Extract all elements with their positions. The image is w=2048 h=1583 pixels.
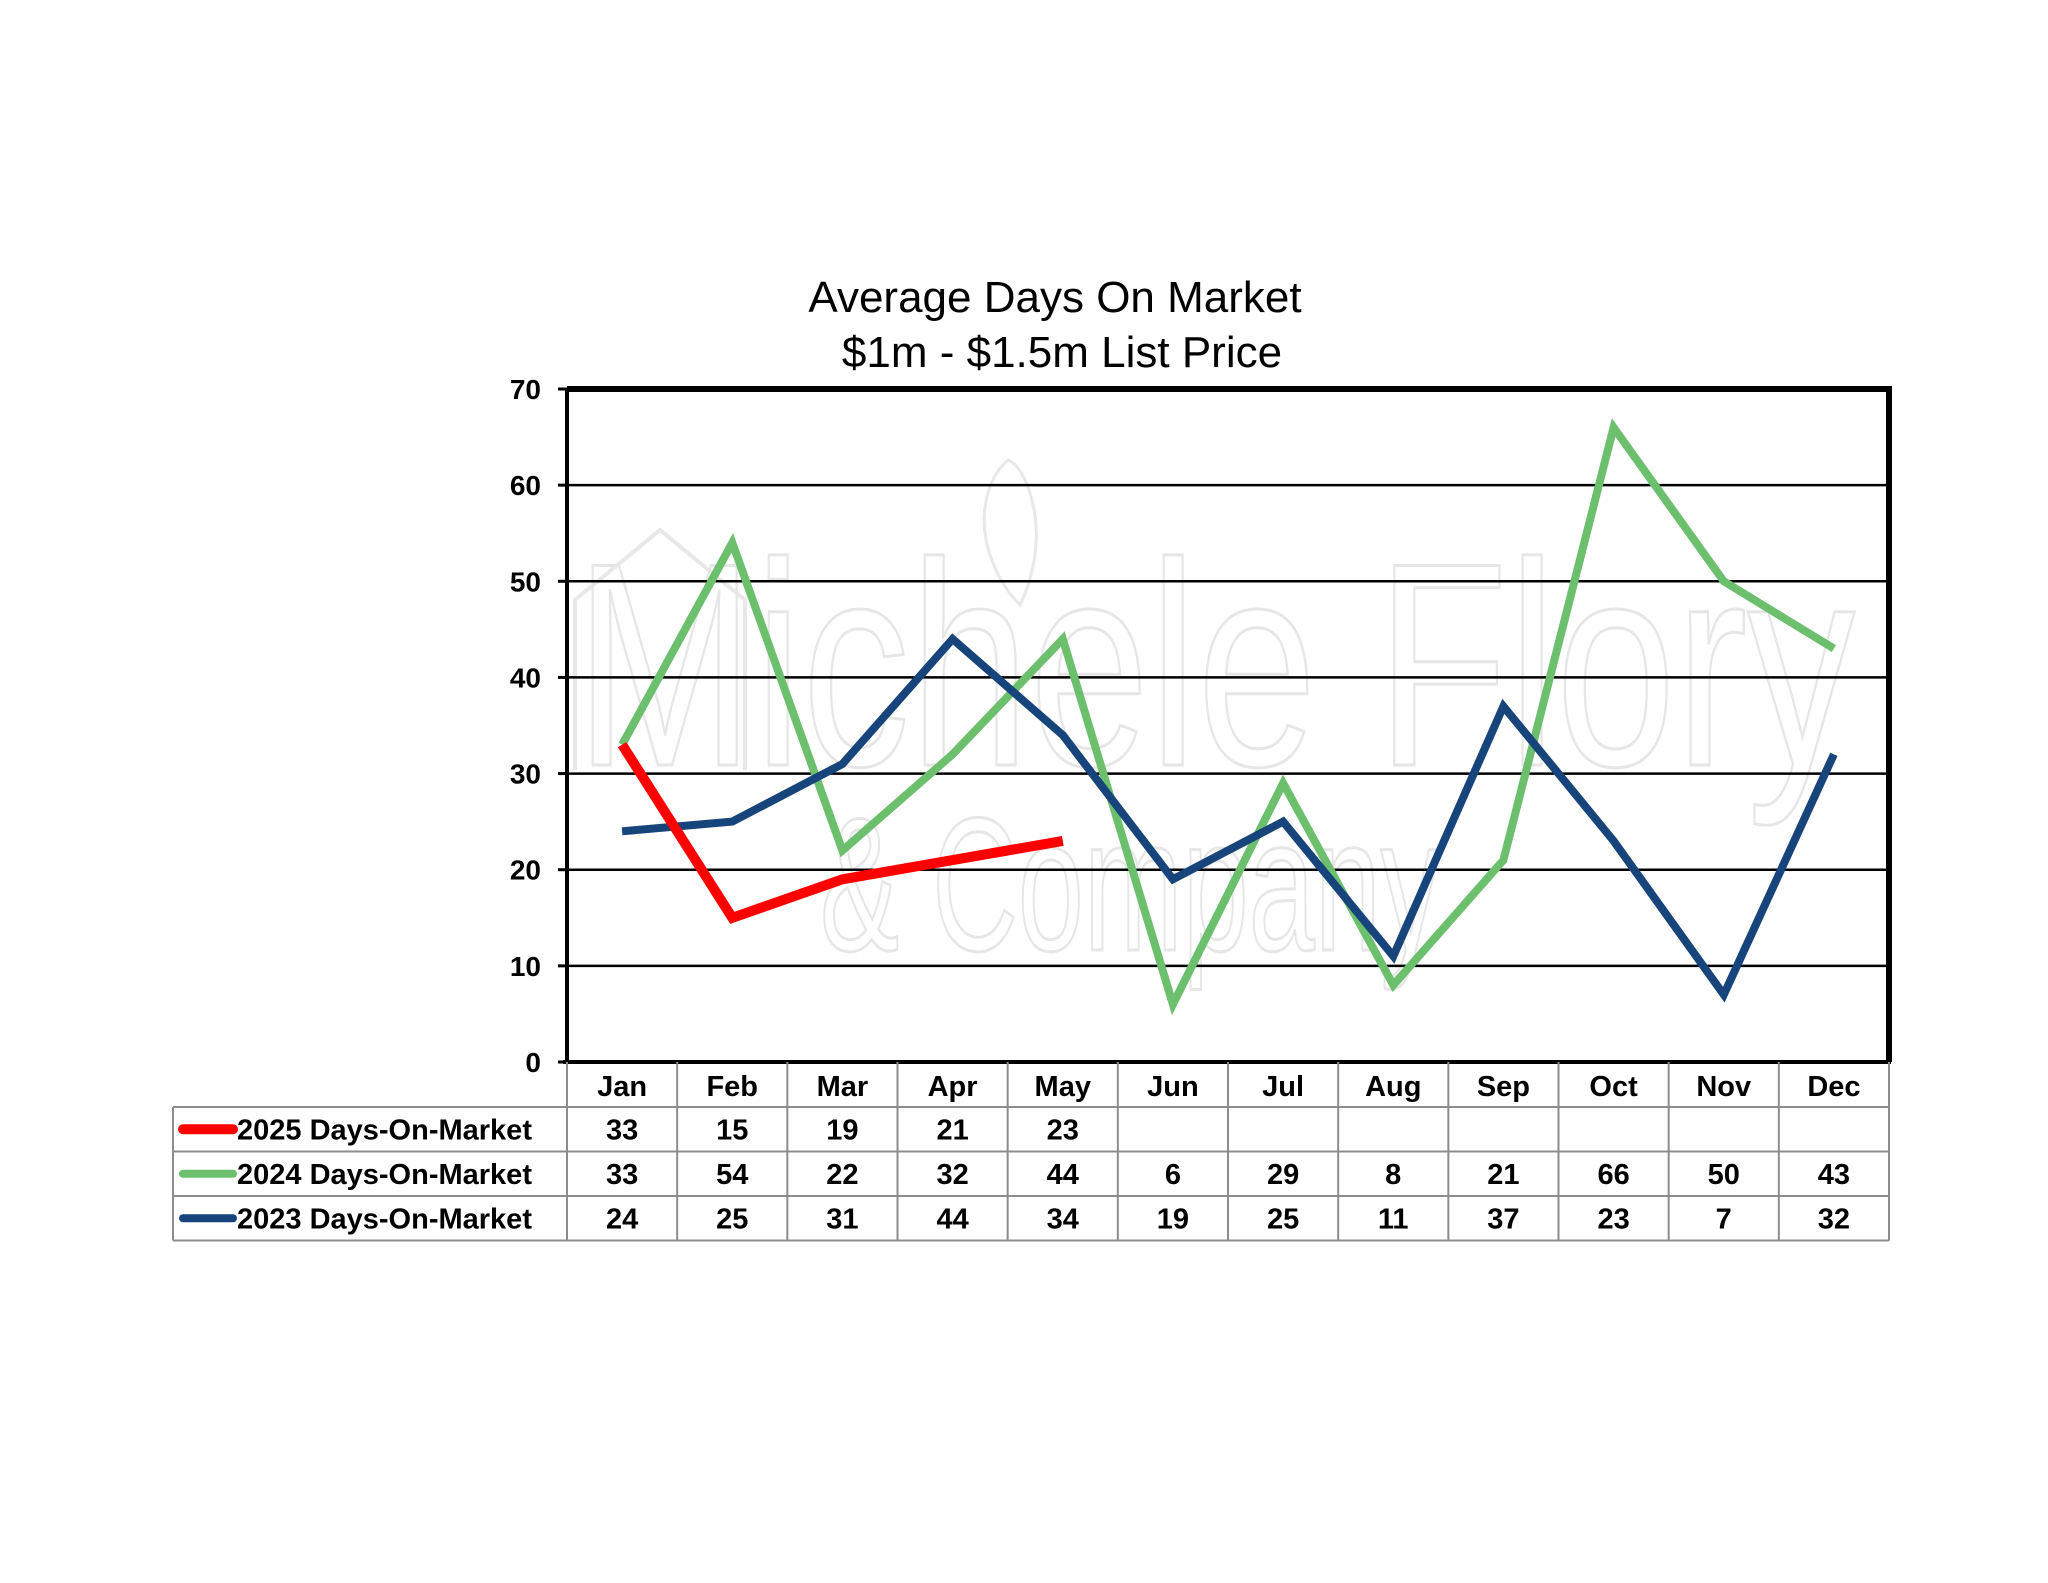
data-label: 34 xyxy=(1047,1203,1079,1235)
y-axis: 0 10 20 30 40 50 60 70 xyxy=(510,374,567,1078)
y-tick-label: 10 xyxy=(510,951,541,982)
y-tick-label: 70 xyxy=(510,374,541,405)
x-tick-label: Nov xyxy=(1696,1071,1751,1103)
data-label: 66 xyxy=(1597,1159,1629,1191)
data-label: 21 xyxy=(936,1114,968,1146)
y-tick-label: 30 xyxy=(510,759,541,790)
x-tick-label: Feb xyxy=(706,1071,758,1103)
data-label: 6 xyxy=(1165,1159,1181,1191)
data-label: 32 xyxy=(1818,1203,1850,1235)
data-label: 44 xyxy=(936,1203,968,1235)
x-tick-label: Dec xyxy=(1807,1071,1860,1103)
data-label: 8 xyxy=(1385,1159,1401,1191)
data-label: 21 xyxy=(1487,1159,1519,1191)
series-line-2025 xyxy=(617,742,1064,924)
data-label: 15 xyxy=(716,1114,748,1146)
y-tick-label: 60 xyxy=(510,470,541,501)
x-tick-label: Sep xyxy=(1477,1071,1530,1103)
data-label: 11 xyxy=(1378,1203,1409,1235)
data-label: 50 xyxy=(1708,1159,1740,1191)
data-label: 37 xyxy=(1487,1203,1519,1235)
data-label: 23 xyxy=(1047,1114,1079,1146)
svg-text:Michele Flory: Michele Flory xyxy=(575,503,1855,828)
data-label: 54 xyxy=(716,1159,748,1191)
y-tick-label: 50 xyxy=(510,566,541,597)
legend-label: 2024 Days-On-Market xyxy=(237,1159,532,1191)
legend-label: 2025 Days-On-Market xyxy=(237,1114,532,1146)
x-tick-label: Aug xyxy=(1365,1071,1421,1103)
gridlines xyxy=(567,483,1889,968)
data-label: 29 xyxy=(1267,1159,1299,1191)
data-label: 7 xyxy=(1716,1203,1732,1235)
data-label: 25 xyxy=(716,1203,748,1235)
x-tick-label: Apr xyxy=(928,1071,978,1103)
legend-label: 2023 Days-On-Market xyxy=(237,1203,532,1235)
svg-text:& Company: & Company xyxy=(820,779,1440,991)
data-label: 43 xyxy=(1818,1159,1850,1191)
x-tick-label: Mar xyxy=(817,1071,869,1103)
chart-subtitle: $1m - $1.5m List Price xyxy=(842,328,1282,377)
y-tick-label: 20 xyxy=(510,855,541,886)
series-line-2024 xyxy=(618,418,1836,1016)
x-tick-label: Jul xyxy=(1262,1071,1304,1103)
data-label: 33 xyxy=(606,1114,638,1146)
x-tick-label: Jan xyxy=(597,1071,647,1103)
series-line-2023 xyxy=(621,633,1838,1003)
data-label: 44 xyxy=(1047,1159,1079,1191)
series-lines xyxy=(617,418,1838,1016)
data-table: Jan Feb Mar Apr May Jun Jul Aug Sep Oct Nov Dec 2025… xyxy=(172,1062,1890,1242)
x-tick-label: Jun xyxy=(1147,1071,1199,1103)
watermark-house-icon xyxy=(573,527,747,770)
data-label: 25 xyxy=(1267,1203,1299,1235)
y-tick-label: 40 xyxy=(510,662,541,693)
data-label: 22 xyxy=(826,1159,858,1191)
data-label: 33 xyxy=(606,1159,638,1191)
data-label: 31 xyxy=(826,1203,858,1235)
data-label: 19 xyxy=(826,1114,858,1146)
x-tick-label: May xyxy=(1035,1071,1091,1103)
watermark-leaf-icon xyxy=(982,458,1038,608)
data-label: 19 xyxy=(1157,1203,1189,1235)
data-label: 24 xyxy=(606,1203,638,1235)
data-label: 32 xyxy=(936,1159,968,1191)
chart-title: Average Days On Market xyxy=(808,273,1301,322)
data-label: 23 xyxy=(1597,1203,1629,1235)
x-tick-label: Oct xyxy=(1589,1071,1638,1103)
watermark-logo: Michele Flory & Company xyxy=(573,458,1857,993)
y-tick-label: 0 xyxy=(525,1047,541,1078)
